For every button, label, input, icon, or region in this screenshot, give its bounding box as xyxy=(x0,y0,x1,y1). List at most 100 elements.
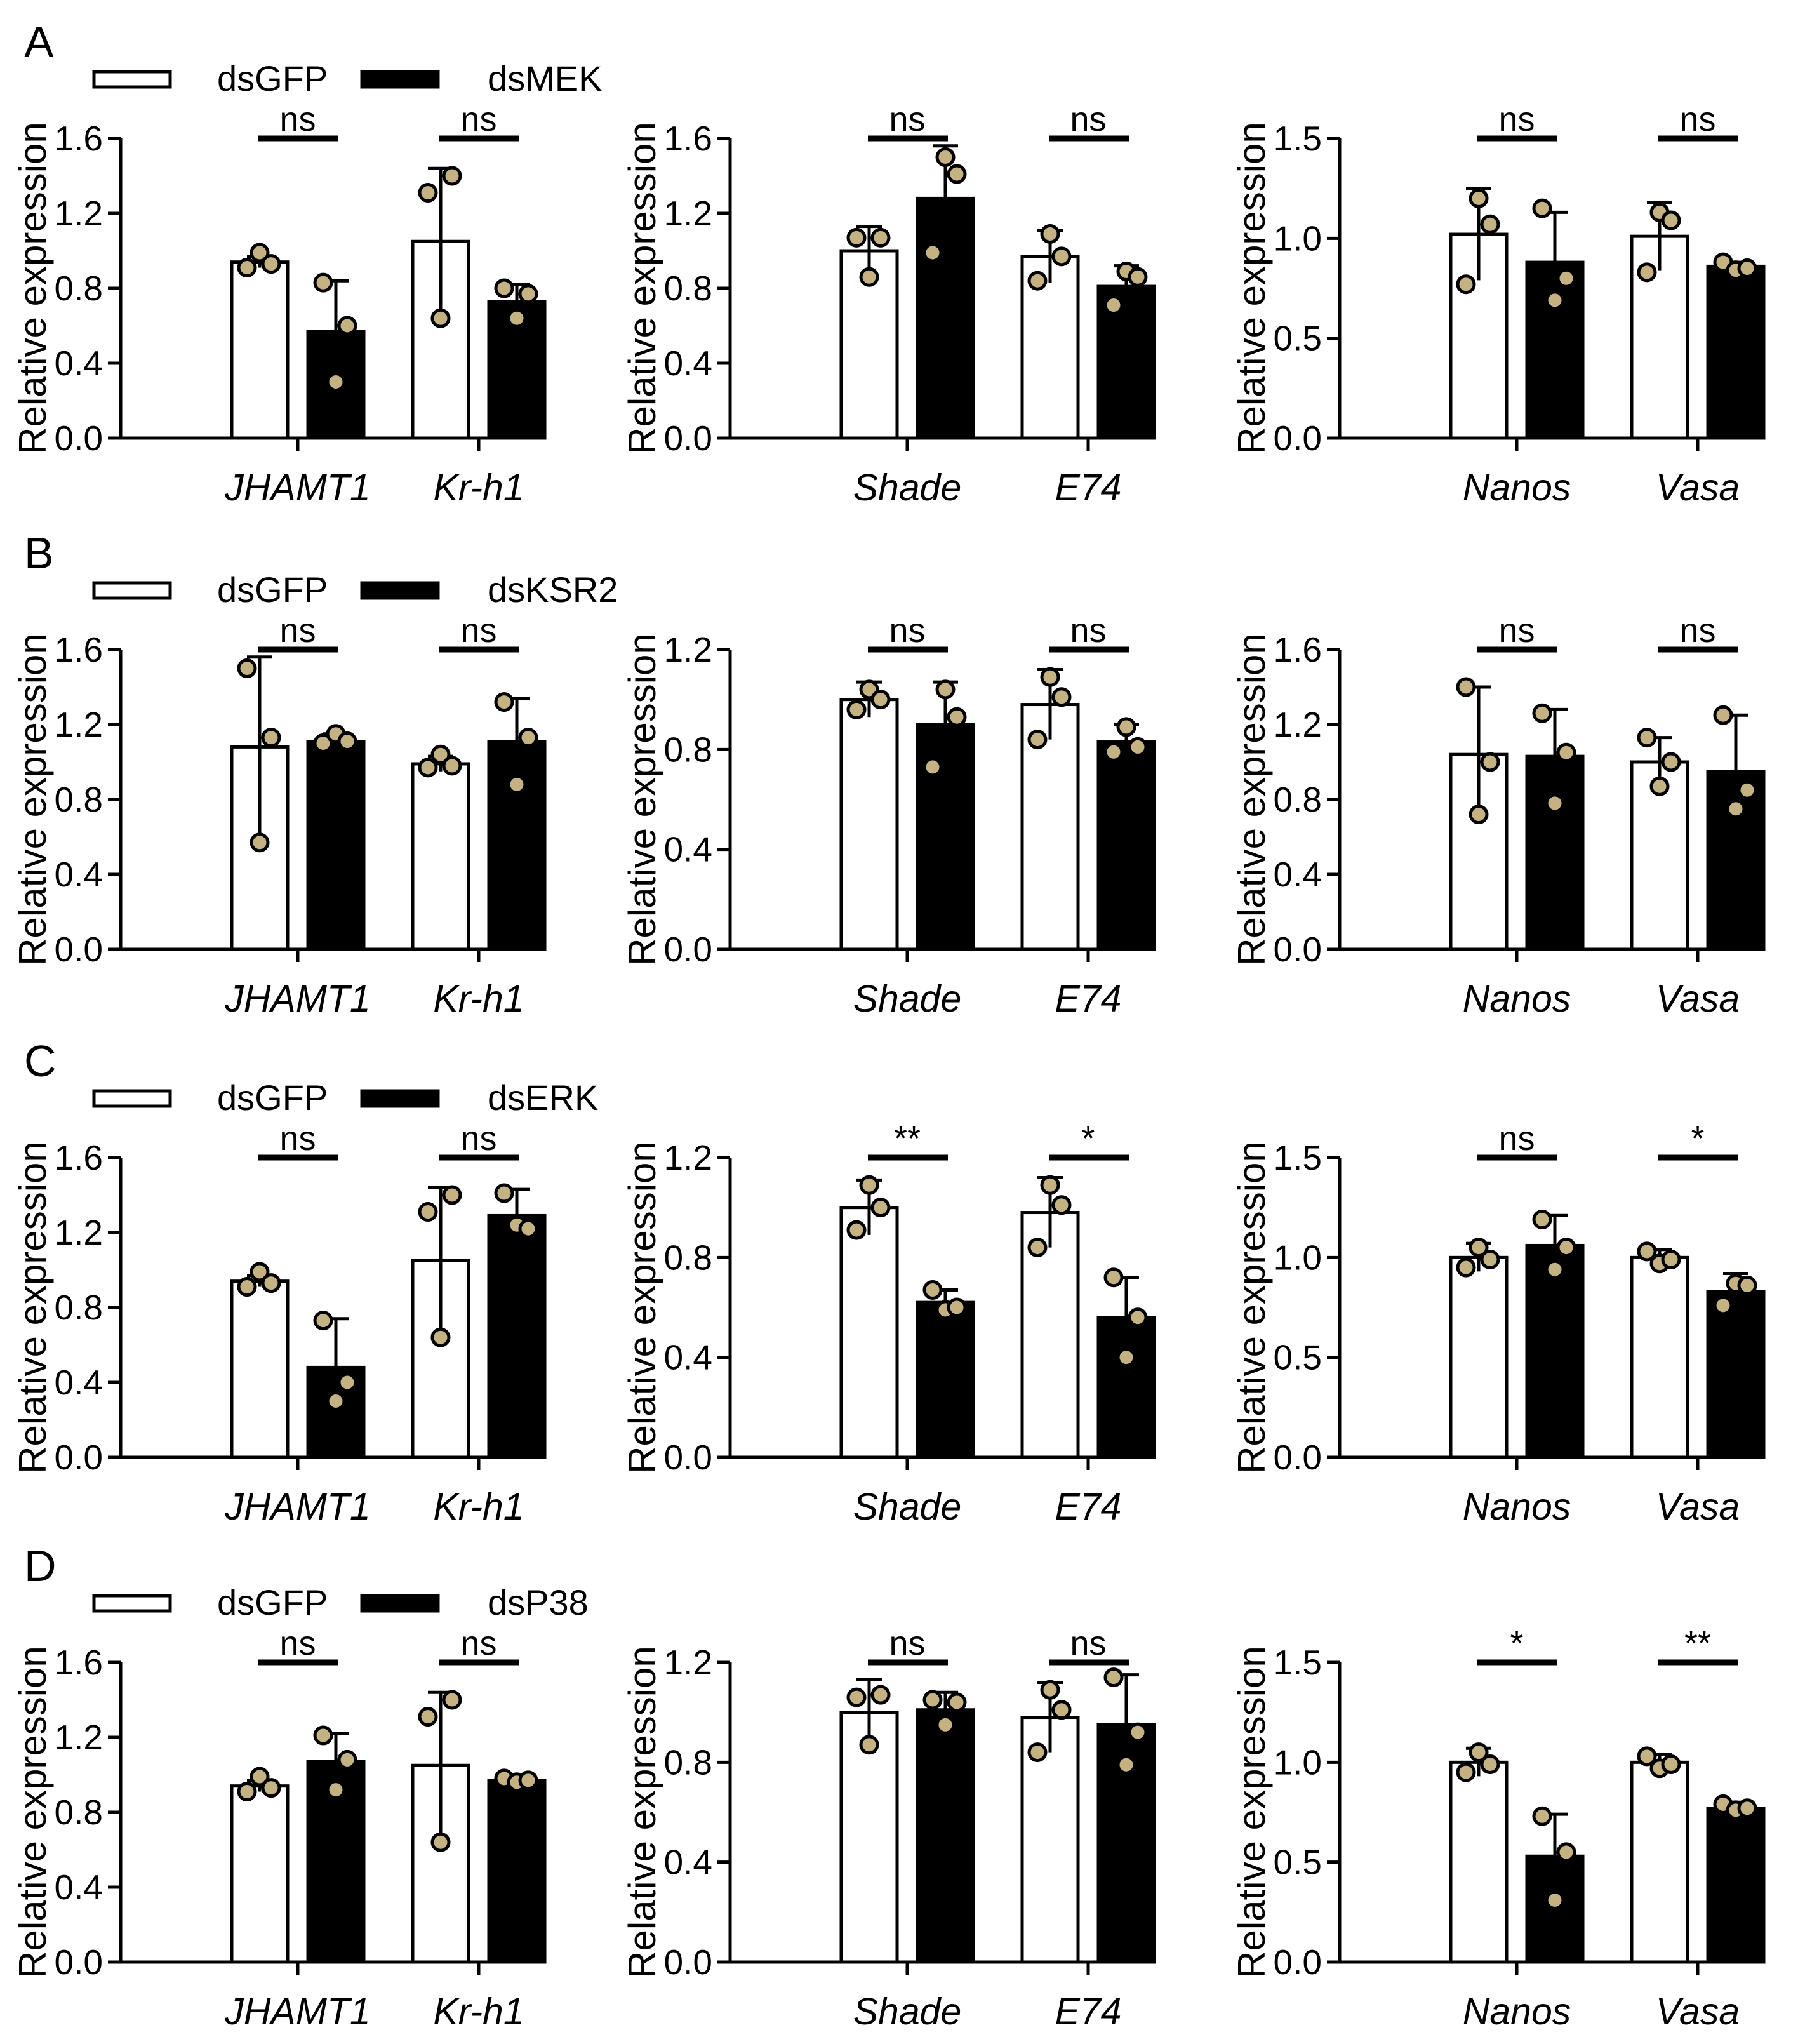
data-point xyxy=(1649,776,1670,796)
data-point xyxy=(430,744,451,765)
data-point xyxy=(935,679,956,700)
x-category-label: Kr-h1 xyxy=(433,1486,524,1528)
significance-label: ns xyxy=(1070,100,1106,138)
data-point xyxy=(1737,258,1757,279)
data-point xyxy=(935,147,956,167)
data-point xyxy=(494,692,514,712)
data-point xyxy=(1469,805,1489,825)
legend-label-control: dsGFP xyxy=(217,1078,328,1118)
x-category-label: Nanos xyxy=(1463,1486,1571,1528)
bar xyxy=(1706,1290,1766,1459)
significance-label: ns xyxy=(889,611,925,650)
data-point xyxy=(1116,717,1136,737)
x-category-label: JHAMT1 xyxy=(224,1486,370,1528)
data-point xyxy=(947,164,967,184)
data-point xyxy=(846,699,867,719)
bar-chart-panel: Relative expression 0.0 0.4 0.8 1.2 1.6 Nanos n… xyxy=(1230,611,1766,1020)
bar xyxy=(230,1784,290,1964)
bar xyxy=(839,1206,899,1459)
significance-label: * xyxy=(1510,1624,1523,1662)
significance-label: ns xyxy=(279,100,316,138)
x-category-label: Kr-h1 xyxy=(433,467,524,509)
bar xyxy=(1449,1255,1509,1459)
significance-label: ns xyxy=(279,1624,316,1662)
data-point xyxy=(250,243,270,263)
data-point xyxy=(250,1262,270,1282)
data-point xyxy=(1737,1798,1757,1819)
y-tick-label: 0.8 xyxy=(55,1793,103,1832)
bar xyxy=(1706,264,1766,440)
y-tick-label: 1.2 xyxy=(55,1213,103,1252)
y-tick-label: 1.2 xyxy=(664,1643,712,1682)
x-category-label: E74 xyxy=(1055,467,1122,509)
y-tick-label: 0.0 xyxy=(55,930,103,969)
x-category-label: JHAMT1 xyxy=(224,978,370,1020)
bar xyxy=(411,239,470,440)
data-point xyxy=(507,308,527,328)
significance-label: ns xyxy=(889,100,925,138)
data-point xyxy=(870,1685,891,1705)
data-point xyxy=(846,227,867,248)
data-point xyxy=(237,658,257,678)
bar xyxy=(487,1213,547,1459)
y-tick-label: 1.0 xyxy=(1274,218,1322,258)
data-point xyxy=(1103,742,1124,762)
bar xyxy=(916,1300,975,1459)
bar xyxy=(230,1279,290,1459)
y-axis-label: Relative expression xyxy=(11,122,54,455)
y-axis-label: Relative expression xyxy=(621,122,663,455)
significance-label: ns xyxy=(279,1119,316,1158)
y-tick-label: 0.0 xyxy=(1274,930,1322,969)
data-point xyxy=(1545,1890,1565,1910)
y-tick-label: 1.5 xyxy=(1274,1138,1322,1177)
panel-letter: D xyxy=(24,1541,57,1591)
panel-letter: A xyxy=(24,17,54,67)
x-category-label: Vasa xyxy=(1656,467,1740,509)
legend-swatch-treatment xyxy=(360,581,440,600)
significance-label: ** xyxy=(1684,1624,1711,1662)
significance-label: * xyxy=(1081,1119,1095,1158)
data-point xyxy=(1116,1754,1136,1775)
y-tick-label: 0.8 xyxy=(55,1288,103,1327)
bar-chart-panel: Relative expression 0.0 0.4 0.8 1.2 1.6 JHAMT1… xyxy=(11,100,547,509)
data-point xyxy=(1661,210,1681,230)
data-point xyxy=(1128,1722,1148,1742)
y-tick-label: 1.6 xyxy=(55,1138,103,1177)
data-point xyxy=(947,1297,967,1318)
significance-label: ns xyxy=(1679,611,1715,650)
data-point xyxy=(418,758,438,778)
data-point xyxy=(1532,1806,1552,1826)
data-point xyxy=(947,707,967,727)
data-point xyxy=(326,372,346,392)
y-tick-label: 1.6 xyxy=(1274,630,1322,669)
x-category-label: E74 xyxy=(1055,1486,1122,1528)
x-category-label: Shade xyxy=(853,467,962,509)
data-point xyxy=(870,1198,891,1218)
data-point xyxy=(494,278,514,298)
significance-label: ns xyxy=(460,611,496,650)
data-point xyxy=(237,1277,257,1297)
significance-label: ns xyxy=(460,100,496,138)
legend-swatch-control xyxy=(92,70,172,89)
y-tick-label: 1.0 xyxy=(1274,1742,1322,1782)
y-tick-label: 1.0 xyxy=(1274,1238,1322,1277)
x-category-label: Vasa xyxy=(1656,978,1740,1020)
x-category-label: Shade xyxy=(853,978,962,1020)
data-point xyxy=(1040,1175,1060,1195)
y-tick-label: 0.0 xyxy=(664,1438,712,1477)
bar xyxy=(306,1760,366,1964)
y-tick-label: 0.8 xyxy=(1274,780,1322,819)
y-tick-label: 1.6 xyxy=(55,1643,103,1682)
data-point xyxy=(846,1687,867,1707)
y-tick-label: 0.4 xyxy=(664,1843,712,1882)
data-point xyxy=(1661,752,1681,772)
data-point xyxy=(518,1770,538,1791)
data-point xyxy=(935,1714,956,1735)
y-tick-label: 1.2 xyxy=(55,194,103,233)
bar-chart-panel: Relative expression 0.0 0.5 1.0 1.5 Nanos ns Va… xyxy=(1230,1119,1766,1528)
data-point xyxy=(1545,1259,1565,1279)
data-point xyxy=(1545,793,1565,813)
data-point xyxy=(1532,198,1552,218)
legend-swatch-treatment xyxy=(360,1089,440,1108)
bar xyxy=(1630,1760,1689,1964)
